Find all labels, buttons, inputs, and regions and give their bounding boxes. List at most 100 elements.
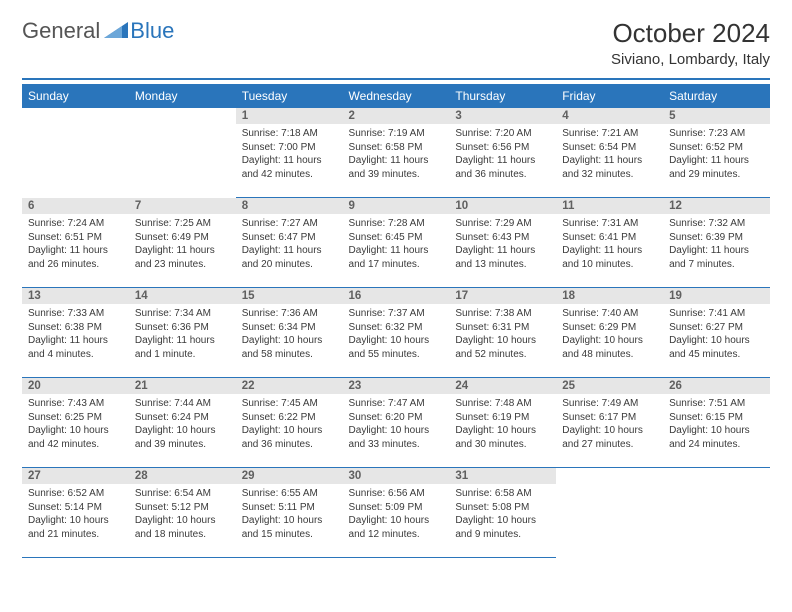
day-number: 17	[449, 288, 556, 304]
daylight-text: Daylight: 11 hours and 36 minutes.	[455, 154, 550, 181]
day-details: Sunrise: 7:43 AMSunset: 6:25 PMDaylight:…	[22, 394, 129, 453]
day-number: 23	[343, 378, 450, 394]
day-details: Sunrise: 7:27 AMSunset: 6:47 PMDaylight:…	[236, 214, 343, 273]
calendar-day-cell: 29Sunrise: 6:55 AMSunset: 5:11 PMDayligh…	[236, 468, 343, 558]
sunrise-text: Sunrise: 7:51 AM	[669, 397, 764, 411]
day-details: Sunrise: 7:48 AMSunset: 6:19 PMDaylight:…	[449, 394, 556, 453]
sunrise-text: Sunrise: 7:34 AM	[135, 307, 230, 321]
sunrise-text: Sunrise: 7:40 AM	[562, 307, 657, 321]
sunrise-text: Sunrise: 7:38 AM	[455, 307, 550, 321]
calendar-day-cell: 24Sunrise: 7:48 AMSunset: 6:19 PMDayligh…	[449, 378, 556, 468]
sunrise-text: Sunrise: 6:54 AM	[135, 487, 230, 501]
sunrise-text: Sunrise: 7:18 AM	[242, 127, 337, 141]
day-number: 3	[449, 108, 556, 124]
sunrise-text: Sunrise: 7:45 AM	[242, 397, 337, 411]
title-block: October 2024 Siviano, Lombardy, Italy	[611, 18, 770, 68]
calendar-day-cell: 23Sunrise: 7:47 AMSunset: 6:20 PMDayligh…	[343, 378, 450, 468]
sunset-text: Sunset: 6:47 PM	[242, 231, 337, 245]
day-details: Sunrise: 7:34 AMSunset: 6:36 PMDaylight:…	[129, 304, 236, 363]
day-details: Sunrise: 7:25 AMSunset: 6:49 PMDaylight:…	[129, 214, 236, 273]
day-details: Sunrise: 7:18 AMSunset: 7:00 PMDaylight:…	[236, 124, 343, 183]
sunset-text: Sunset: 7:00 PM	[242, 141, 337, 155]
sunset-text: Sunset: 6:34 PM	[242, 321, 337, 335]
day-number: 2	[343, 108, 450, 124]
day-details: Sunrise: 7:24 AMSunset: 6:51 PMDaylight:…	[22, 214, 129, 273]
sunrise-text: Sunrise: 6:52 AM	[28, 487, 123, 501]
day-number: 9	[343, 198, 450, 214]
sunset-text: Sunset: 6:32 PM	[349, 321, 444, 335]
calendar-day-cell: 1Sunrise: 7:18 AMSunset: 7:00 PMDaylight…	[236, 108, 343, 198]
calendar-day-cell	[129, 108, 236, 198]
sunrise-text: Sunrise: 7:43 AM	[28, 397, 123, 411]
calendar-day-cell: 30Sunrise: 6:56 AMSunset: 5:09 PMDayligh…	[343, 468, 450, 558]
day-details: Sunrise: 7:31 AMSunset: 6:41 PMDaylight:…	[556, 214, 663, 273]
daylight-text: Daylight: 11 hours and 29 minutes.	[669, 154, 764, 181]
daylight-text: Daylight: 11 hours and 10 minutes.	[562, 244, 657, 271]
sunset-text: Sunset: 6:29 PM	[562, 321, 657, 335]
day-number: 15	[236, 288, 343, 304]
day-number: 5	[663, 108, 770, 124]
daylight-text: Daylight: 10 hours and 9 minutes.	[455, 514, 550, 541]
daylight-text: Daylight: 10 hours and 48 minutes.	[562, 334, 657, 361]
daylight-text: Daylight: 10 hours and 15 minutes.	[242, 514, 337, 541]
day-details: Sunrise: 7:51 AMSunset: 6:15 PMDaylight:…	[663, 394, 770, 453]
calendar-day-cell: 5Sunrise: 7:23 AMSunset: 6:52 PMDaylight…	[663, 108, 770, 198]
daylight-text: Daylight: 10 hours and 12 minutes.	[349, 514, 444, 541]
sunrise-text: Sunrise: 7:44 AM	[135, 397, 230, 411]
calendar-day-cell: 10Sunrise: 7:29 AMSunset: 6:43 PMDayligh…	[449, 198, 556, 288]
day-details: Sunrise: 6:55 AMSunset: 5:11 PMDaylight:…	[236, 484, 343, 543]
calendar-day-cell: 31Sunrise: 6:58 AMSunset: 5:08 PMDayligh…	[449, 468, 556, 558]
day-number: 19	[663, 288, 770, 304]
sunset-text: Sunset: 6:20 PM	[349, 411, 444, 425]
daylight-text: Daylight: 10 hours and 27 minutes.	[562, 424, 657, 451]
day-number: 18	[556, 288, 663, 304]
daylight-text: Daylight: 10 hours and 24 minutes.	[669, 424, 764, 451]
sunset-text: Sunset: 6:38 PM	[28, 321, 123, 335]
sunrise-text: Sunrise: 7:37 AM	[349, 307, 444, 321]
day-details: Sunrise: 7:28 AMSunset: 6:45 PMDaylight:…	[343, 214, 450, 273]
day-number: 29	[236, 468, 343, 484]
daylight-text: Daylight: 11 hours and 32 minutes.	[562, 154, 657, 181]
daylight-text: Daylight: 11 hours and 42 minutes.	[242, 154, 337, 181]
daylight-text: Daylight: 10 hours and 55 minutes.	[349, 334, 444, 361]
page-subtitle: Siviano, Lombardy, Italy	[611, 51, 770, 68]
daylight-text: Daylight: 11 hours and 26 minutes.	[28, 244, 123, 271]
sunrise-text: Sunrise: 7:32 AM	[669, 217, 764, 231]
daylight-text: Daylight: 10 hours and 30 minutes.	[455, 424, 550, 451]
day-details: Sunrise: 7:33 AMSunset: 6:38 PMDaylight:…	[22, 304, 129, 363]
day-number: 22	[236, 378, 343, 394]
weekday-header-row: SundayMondayTuesdayWednesdayThursdayFrid…	[22, 84, 770, 108]
sunrise-text: Sunrise: 7:31 AM	[562, 217, 657, 231]
day-details: Sunrise: 7:45 AMSunset: 6:22 PMDaylight:…	[236, 394, 343, 453]
sunset-text: Sunset: 6:43 PM	[455, 231, 550, 245]
sunrise-text: Sunrise: 7:49 AM	[562, 397, 657, 411]
daylight-text: Daylight: 10 hours and 39 minutes.	[135, 424, 230, 451]
day-number: 8	[236, 198, 343, 214]
daylight-text: Daylight: 10 hours and 52 minutes.	[455, 334, 550, 361]
calendar-table: SundayMondayTuesdayWednesdayThursdayFrid…	[22, 84, 770, 558]
day-number: 14	[129, 288, 236, 304]
daylight-text: Daylight: 11 hours and 39 minutes.	[349, 154, 444, 181]
sunset-text: Sunset: 6:51 PM	[28, 231, 123, 245]
calendar-day-cell: 3Sunrise: 7:20 AMSunset: 6:56 PMDaylight…	[449, 108, 556, 198]
day-details: Sunrise: 6:54 AMSunset: 5:12 PMDaylight:…	[129, 484, 236, 543]
weekday-header: Monday	[129, 84, 236, 108]
weekday-header: Tuesday	[236, 84, 343, 108]
day-details: Sunrise: 7:41 AMSunset: 6:27 PMDaylight:…	[663, 304, 770, 363]
day-number: 7	[129, 198, 236, 214]
calendar-day-cell: 9Sunrise: 7:28 AMSunset: 6:45 PMDaylight…	[343, 198, 450, 288]
day-number: 21	[129, 378, 236, 394]
sunrise-text: Sunrise: 7:25 AM	[135, 217, 230, 231]
sunrise-text: Sunrise: 7:33 AM	[28, 307, 123, 321]
calendar-day-cell: 8Sunrise: 7:27 AMSunset: 6:47 PMDaylight…	[236, 198, 343, 288]
sunset-text: Sunset: 6:58 PM	[349, 141, 444, 155]
daylight-text: Daylight: 10 hours and 18 minutes.	[135, 514, 230, 541]
calendar-day-cell: 19Sunrise: 7:41 AMSunset: 6:27 PMDayligh…	[663, 288, 770, 378]
sunrise-text: Sunrise: 7:28 AM	[349, 217, 444, 231]
sunset-text: Sunset: 6:52 PM	[669, 141, 764, 155]
daylight-text: Daylight: 11 hours and 4 minutes.	[28, 334, 123, 361]
sunset-text: Sunset: 6:27 PM	[669, 321, 764, 335]
calendar-day-cell: 2Sunrise: 7:19 AMSunset: 6:58 PMDaylight…	[343, 108, 450, 198]
sunset-text: Sunset: 6:36 PM	[135, 321, 230, 335]
sunset-text: Sunset: 6:56 PM	[455, 141, 550, 155]
